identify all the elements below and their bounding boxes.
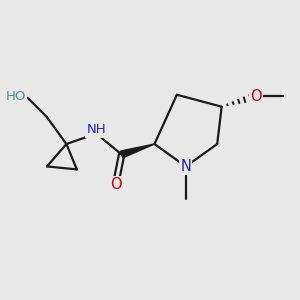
Text: O: O <box>110 177 122 192</box>
Text: HO: HO <box>6 90 26 103</box>
Text: O: O <box>250 89 262 104</box>
Text: N: N <box>180 159 191 174</box>
Polygon shape <box>121 144 154 158</box>
Text: NH: NH <box>86 124 106 136</box>
